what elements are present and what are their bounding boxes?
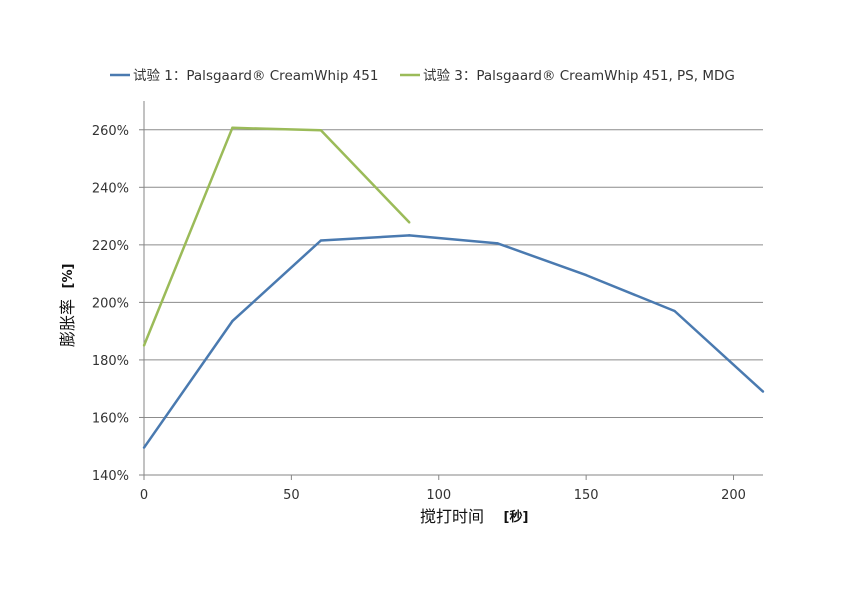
x-tick-label: 50 bbox=[283, 488, 300, 503]
data-point bbox=[673, 309, 676, 313]
y-axis-ticks: 140% 160% 180% 200% 220% 240% 260% bbox=[92, 124, 144, 484]
data-point bbox=[319, 239, 323, 242]
data-point bbox=[142, 446, 146, 449]
y-tick-label: 220% bbox=[92, 239, 129, 254]
data-point bbox=[231, 126, 234, 129]
data-point bbox=[496, 242, 499, 245]
x-tick-label: 100 bbox=[426, 488, 451, 503]
x-tick-label: 0 bbox=[140, 488, 148, 503]
data-point bbox=[142, 344, 146, 347]
data-point bbox=[231, 319, 234, 323]
x-axis-unit: [秒] bbox=[504, 509, 529, 525]
legend: 试验 1：Palsgaard® CreamWhip 451 试验 3：Palsga… bbox=[110, 68, 735, 84]
legend-label: 试验 3：Palsgaard® CreamWhip 451, PS, MDG bbox=[423, 68, 735, 84]
y-tick-label: 180% bbox=[92, 354, 129, 369]
gridlines bbox=[144, 129, 763, 418]
x-tick-label: 150 bbox=[574, 488, 599, 503]
x-tick-label: 200 bbox=[721, 488, 746, 503]
data-point bbox=[408, 234, 411, 237]
series-line-2 bbox=[142, 126, 411, 346]
y-axis-title: 膨胀率 bbox=[58, 299, 77, 347]
data-point bbox=[584, 273, 588, 277]
x-axis-ticks: 0 50 100 150 200 bbox=[140, 475, 746, 503]
x-axis-title: 搅打时间 bbox=[420, 507, 484, 526]
series-line-1 bbox=[142, 234, 764, 449]
axes bbox=[143, 101, 763, 476]
y-tick-label: 260% bbox=[92, 124, 129, 139]
legend-label: 试验 1：Palsgaard® CreamWhip 451 bbox=[133, 68, 378, 84]
data-point bbox=[319, 129, 323, 132]
y-tick-label: 140% bbox=[92, 469, 129, 484]
series-lines bbox=[142, 126, 765, 449]
data-point bbox=[761, 390, 765, 393]
y-axis-unit: [%] bbox=[61, 264, 76, 289]
y-tick-label: 160% bbox=[92, 411, 129, 426]
y-tick-label: 200% bbox=[92, 296, 129, 311]
data-point bbox=[408, 221, 411, 224]
y-tick-label: 240% bbox=[92, 181, 129, 196]
